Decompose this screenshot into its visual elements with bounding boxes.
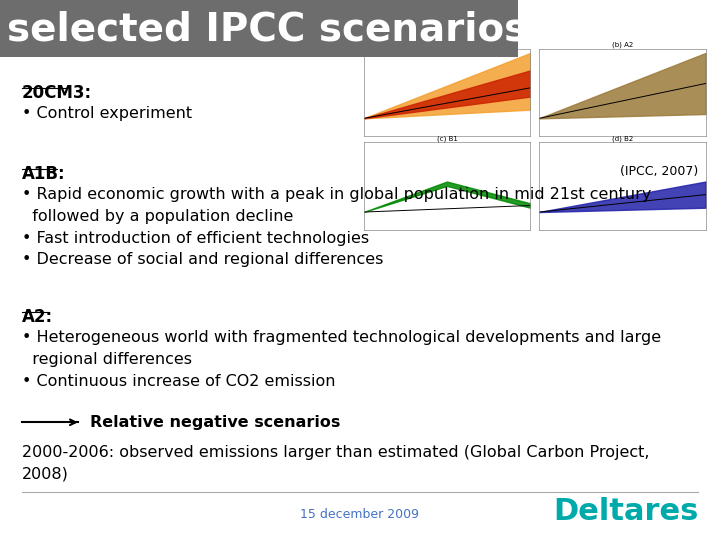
Text: • Rapid economic growth with a peak in global population in mid 21st century: • Rapid economic growth with a peak in g… (22, 187, 651, 202)
Text: A2:: A2: (22, 308, 53, 326)
Text: • Heterogeneous world with fragmented technological developments and large: • Heterogeneous world with fragmented te… (22, 330, 661, 346)
Text: • Fast introduction of efficient technologies: • Fast introduction of efficient technol… (22, 231, 369, 246)
Text: 20CM3:: 20CM3: (22, 84, 91, 102)
Title: (c) B1: (c) B1 (436, 135, 457, 141)
Text: 15 december 2009: 15 december 2009 (300, 508, 420, 521)
Text: 2000-2006: observed emissions larger than estimated (Global Carbon Project,: 2000-2006: observed emissions larger tha… (22, 445, 649, 460)
Title: (a) A1: (a) A1 (436, 42, 458, 48)
Text: Deltares: Deltares (553, 497, 698, 526)
Text: A1B:: A1B: (22, 165, 66, 183)
Text: Relative negative scenarios: Relative negative scenarios (90, 415, 341, 430)
Text: 2008): 2008) (22, 467, 68, 482)
Text: selected IPCC scenarios: selected IPCC scenarios (7, 11, 528, 49)
Text: • Decrease of social and regional differences: • Decrease of social and regional differ… (22, 252, 383, 267)
Text: • Continuous increase of CO2 emission: • Continuous increase of CO2 emission (22, 374, 335, 389)
Title: (d) B2: (d) B2 (611, 135, 633, 141)
Text: regional differences: regional differences (22, 352, 192, 367)
Title: (b) A2: (b) A2 (611, 42, 633, 48)
Text: (IPCC, 2007): (IPCC, 2007) (620, 165, 698, 178)
Text: followed by a population decline: followed by a population decline (22, 209, 293, 224)
Text: • Control experiment: • Control experiment (22, 106, 192, 122)
